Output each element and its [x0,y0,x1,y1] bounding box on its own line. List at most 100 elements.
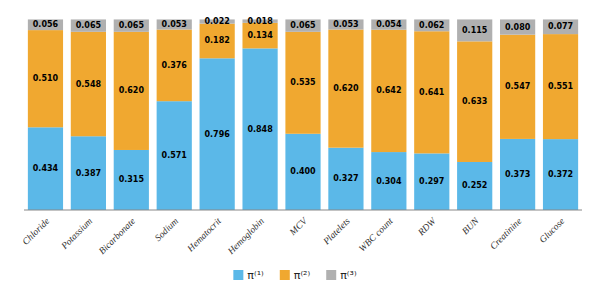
data-label: 0.062 [419,21,444,30]
x-tick-label: Potassium [59,216,95,252]
x-tick-label: WBC count [357,216,395,254]
bar-segment [157,30,192,102]
bar-segment [285,134,320,210]
bar-segment [371,30,406,152]
bar-segment [28,30,63,127]
x-tick-label: MCV [287,215,310,238]
x-tick-labels: Chloride PotassiumBicarbonate SodiumHemato… [20,215,566,257]
data-label: 0.134 [247,31,273,40]
data-label: 0.297 [419,177,444,186]
bar-segment [543,139,578,210]
data-label: 0.080 [505,23,531,32]
data-label: 0.373 [505,170,530,179]
legend-item: π⁽³⁾ [326,269,357,282]
data-label: 0.065 [76,21,102,30]
bar-segment [371,152,406,210]
bar-segment [200,24,235,59]
data-label: 0.115 [462,26,488,35]
bar-segment [543,34,578,139]
bar-segment [328,30,363,148]
data-label: 0.053 [162,20,187,29]
legend-swatch [326,270,336,280]
data-label: 0.372 [548,170,573,179]
bar-segment [114,32,149,150]
data-labels: 0.434 0.510 0.056 0.387 0.548 0.065 0.315 0.620… [33,17,574,191]
bar-segment [285,32,320,134]
legend-label: π⁽¹⁾ [247,269,264,282]
bar-segment [500,35,535,139]
bar-segment [114,19,149,31]
bar-segment [371,19,406,29]
legend-swatch [233,270,243,280]
bars [28,19,578,210]
x-axis [24,210,582,211]
bar-segment [457,41,492,162]
legend-label: π⁽²⁾ [294,269,311,282]
data-label: 0.510 [33,74,59,83]
data-label: 0.053 [333,20,358,29]
data-label: 0.548 [76,80,102,89]
data-label: 0.018 [247,17,273,26]
data-label: 0.620 [333,84,359,93]
data-label: 0.182 [204,36,229,45]
bar-segment [28,19,63,30]
data-label: 0.848 [247,125,273,134]
data-label: 0.077 [548,22,573,31]
x-tick-label: Creatinine [488,216,524,252]
bar-segment [500,139,535,210]
data-label: 0.387 [76,169,101,178]
legend-swatch [280,270,290,280]
data-label: 0.252 [462,181,487,190]
bar-segment [543,19,578,34]
data-label: 0.304 [376,177,402,186]
data-label: 0.315 [119,175,145,184]
data-label: 0.642 [376,86,401,95]
data-label: 0.551 [548,82,574,91]
bar-segment [500,19,535,34]
bar-segment [28,127,63,210]
data-label: 0.547 [505,82,530,91]
data-label: 0.633 [462,97,487,106]
bar-segment [242,23,277,49]
legend-item: π⁽¹⁾ [233,269,264,282]
bar-segment [457,162,492,210]
data-label: 0.065 [290,21,316,30]
data-label: 0.620 [119,86,145,95]
bar-segment [71,136,106,210]
bar-segment [285,19,320,31]
data-label: 0.796 [204,130,230,139]
bar-segment [328,148,363,210]
x-tick-label: BUN [460,215,481,236]
x-tick-label: Bicarbonate [97,216,137,256]
data-label: 0.376 [162,61,188,70]
x-tick-label: Hematocrit [185,216,224,255]
bar-segment [71,19,106,31]
legend-label: π⁽³⁾ [340,269,357,282]
bar-segment [414,31,449,153]
bar-segment [71,32,106,136]
legend: π⁽¹⁾ π⁽²⁾ π⁽³⁾ [233,269,357,282]
data-label: 0.327 [333,174,358,183]
data-label: 0.022 [204,17,229,26]
data-label: 0.434 [33,164,59,173]
bar-segment [414,153,449,210]
bar-segment [114,150,149,210]
bar-segment [157,101,192,210]
chart: 0.434 0.510 0.056 0.387 0.548 0.065 0.315 0.620… [0,0,590,288]
x-tick-label: Hemoglobin [225,216,266,257]
bar-segment [457,19,492,41]
data-label: 0.054 [376,20,402,29]
legend-item: π⁽²⁾ [280,269,311,282]
bar-segment [328,19,363,29]
bar-segment [414,19,449,31]
bar-segment [157,19,192,29]
data-label: 0.065 [119,21,145,30]
x-tick-label: RDW [415,215,438,238]
data-label: 0.535 [290,78,316,87]
x-tick-label: Platelets [321,216,352,247]
data-label: 0.571 [162,151,188,160]
data-label: 0.400 [290,167,316,176]
x-tick-label: Sodium [153,216,180,243]
data-label: 0.056 [33,20,59,29]
x-tick-label: Chloride [20,216,51,247]
